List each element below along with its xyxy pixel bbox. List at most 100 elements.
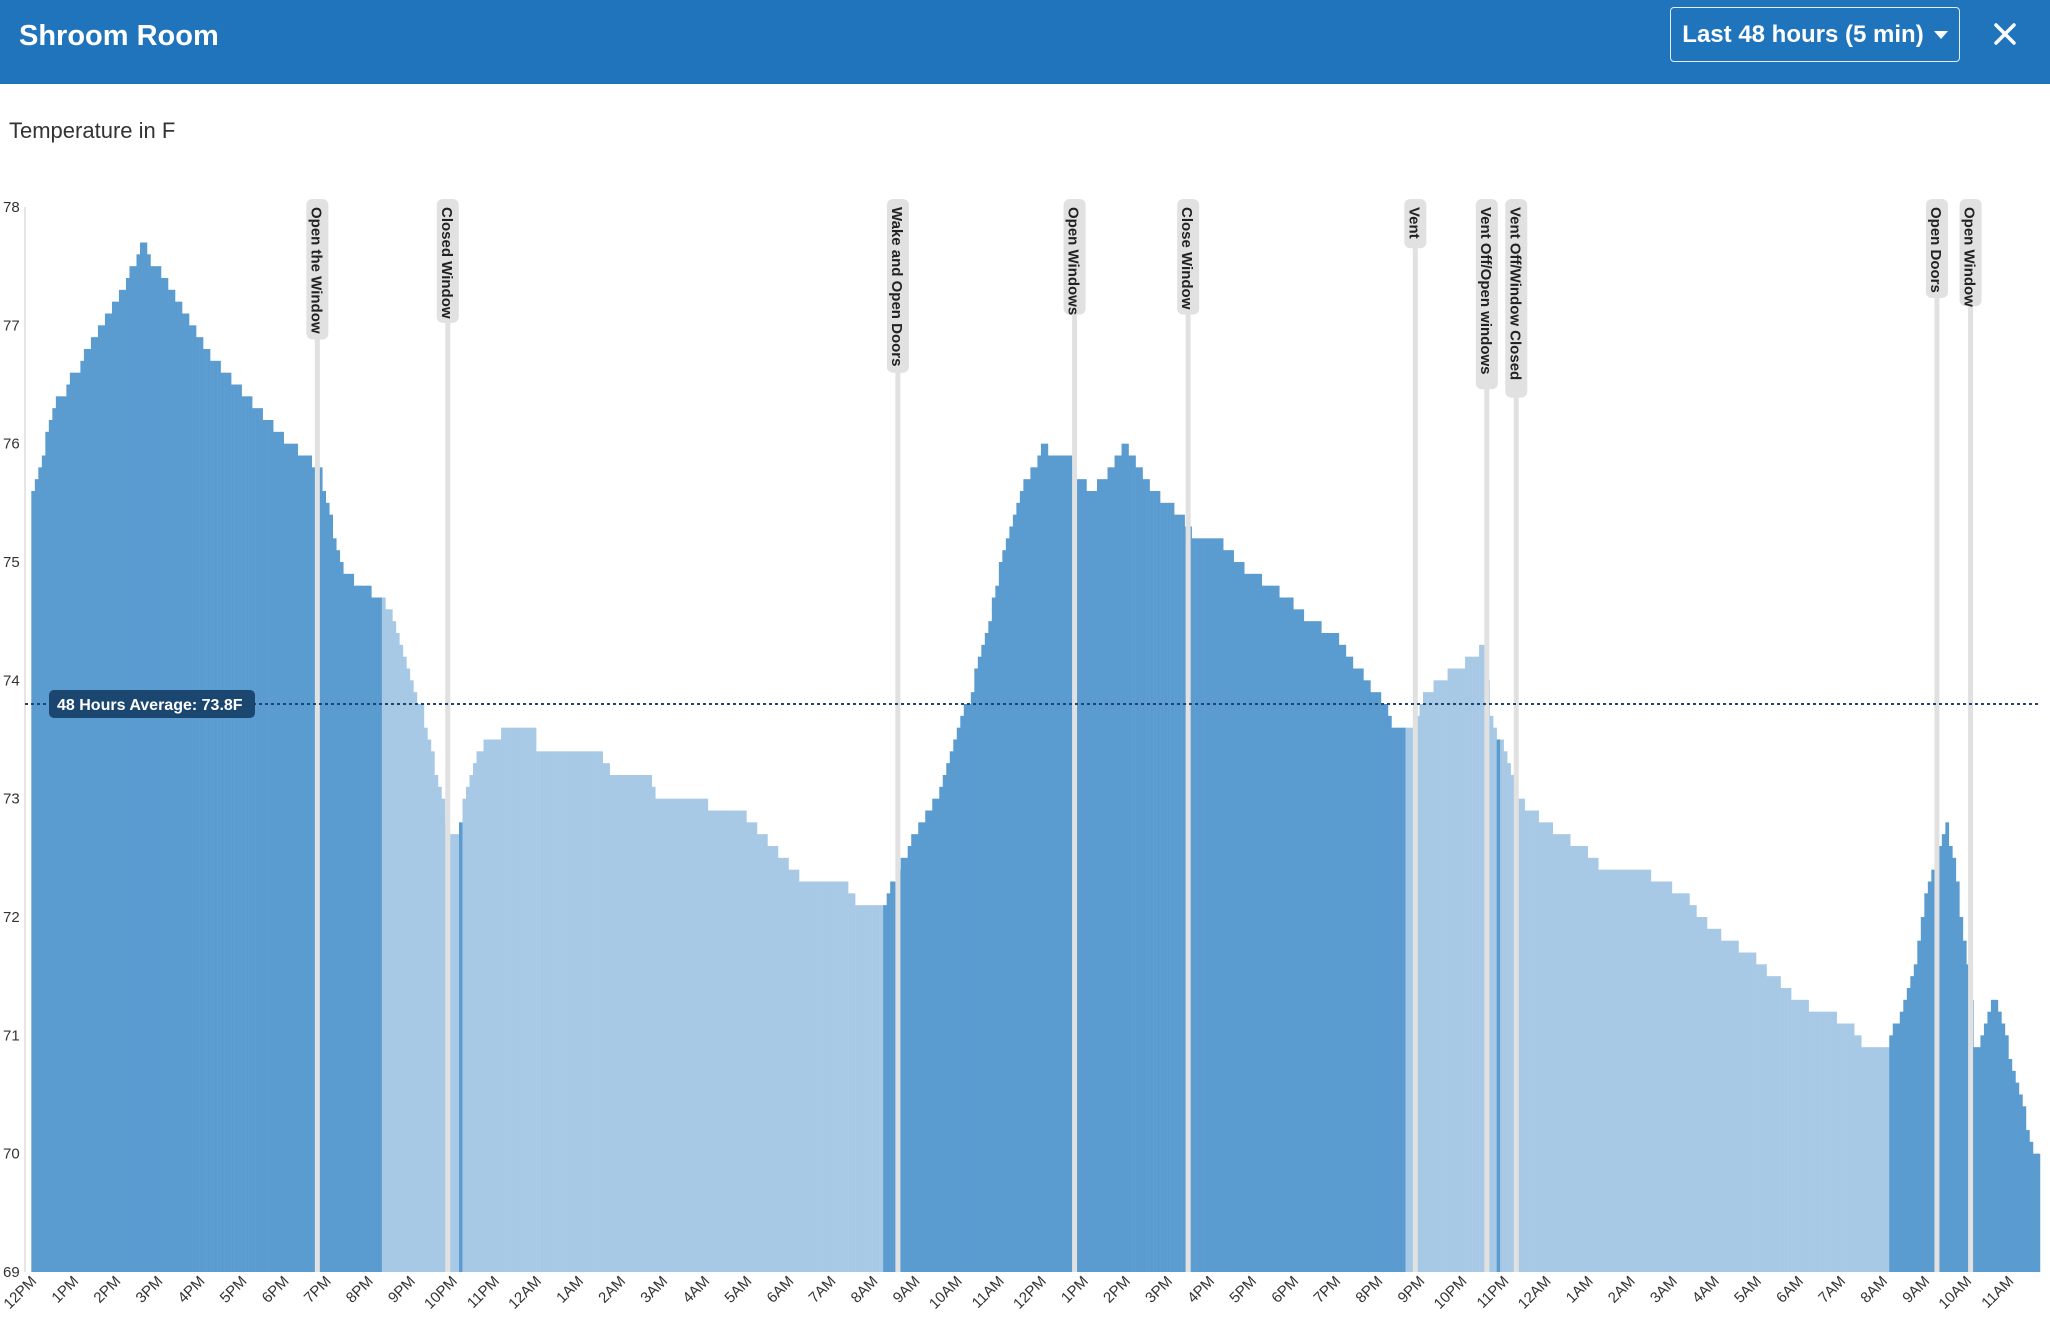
bar xyxy=(939,786,944,1272)
bar xyxy=(683,798,688,1272)
bar xyxy=(1647,869,1652,1272)
bar xyxy=(1959,917,1964,1272)
bar xyxy=(318,467,323,1273)
bar xyxy=(581,751,586,1272)
bar xyxy=(1868,1047,1872,1272)
x-tick-label: 7AM xyxy=(806,1273,840,1307)
time-range-dropdown[interactable]: Last 48 hours (5 min) xyxy=(1670,7,1960,62)
bar xyxy=(984,633,989,1272)
x-tick-label: 9PM xyxy=(385,1273,419,1307)
bar xyxy=(1093,491,1098,1272)
bar xyxy=(995,585,1000,1272)
bar xyxy=(1850,1023,1855,1272)
bar xyxy=(1906,988,1911,1272)
x-tick-label: 12AM xyxy=(1515,1273,1555,1313)
bar xyxy=(1552,834,1557,1272)
bar xyxy=(1104,479,1108,1272)
x-tick-label: 3AM xyxy=(637,1273,671,1307)
bar xyxy=(122,289,127,1273)
bar xyxy=(1682,893,1687,1272)
bar xyxy=(504,727,509,1272)
bar xyxy=(1724,940,1729,1272)
bar xyxy=(662,798,667,1272)
bar xyxy=(953,739,958,1272)
bar xyxy=(571,751,575,1272)
bar xyxy=(76,372,81,1272)
x-tick-label: 3PM xyxy=(133,1273,167,1307)
bar xyxy=(168,289,172,1273)
x-tick-label: 8AM xyxy=(848,1273,882,1307)
bar xyxy=(1952,857,1957,1272)
bar xyxy=(1296,609,1301,1272)
annotation-tag xyxy=(886,199,909,373)
bar xyxy=(1356,668,1361,1272)
bar xyxy=(487,739,491,1272)
bar xyxy=(1423,692,1427,1272)
bar xyxy=(1282,597,1287,1272)
bar xyxy=(1980,1035,1985,1272)
bar xyxy=(80,360,85,1273)
bar xyxy=(203,349,207,1272)
bar xyxy=(1678,893,1683,1272)
bar xyxy=(767,846,772,1272)
bar xyxy=(1465,656,1469,1272)
bar xyxy=(1791,999,1795,1272)
close-button[interactable] xyxy=(1985,14,2025,54)
bar xyxy=(2036,1153,2041,1272)
x-tick-label: 8PM xyxy=(1352,1273,1386,1307)
bar xyxy=(416,704,421,1272)
bar xyxy=(1223,550,1227,1272)
bar xyxy=(406,668,411,1272)
bar xyxy=(1440,680,1445,1272)
bar xyxy=(1107,467,1112,1273)
bar xyxy=(1717,928,1722,1272)
bar xyxy=(189,325,193,1273)
bar xyxy=(991,597,996,1272)
bar xyxy=(1559,834,1564,1272)
bar xyxy=(234,384,239,1272)
bar xyxy=(1272,585,1277,1272)
bar xyxy=(38,467,43,1273)
bar xyxy=(525,727,530,1272)
bar xyxy=(220,372,225,1272)
bar xyxy=(1685,893,1690,1272)
bar xyxy=(1836,1023,1841,1272)
bar xyxy=(1731,940,1736,1272)
bar xyxy=(686,798,691,1272)
bar xyxy=(711,810,716,1272)
bar xyxy=(392,621,397,1272)
bar xyxy=(199,337,204,1272)
bar xyxy=(848,893,852,1272)
bar xyxy=(753,822,758,1272)
bar xyxy=(1247,573,1252,1272)
bar xyxy=(732,810,737,1272)
bar xyxy=(1286,597,1291,1272)
bar xyxy=(1444,680,1448,1272)
bar xyxy=(1366,680,1371,1272)
bar xyxy=(963,704,968,1272)
bar xyxy=(613,775,617,1272)
bar xyxy=(1531,810,1536,1272)
bar xyxy=(788,869,793,1272)
bar xyxy=(238,384,242,1272)
bar xyxy=(192,325,197,1273)
bar xyxy=(1026,479,1031,1272)
bar xyxy=(1927,881,1932,1272)
bar xyxy=(1608,869,1613,1272)
bar xyxy=(1941,834,1946,1272)
time-range-label: Last 48 hours (5 min) xyxy=(1682,20,1924,48)
bar xyxy=(1075,479,1080,1272)
bar xyxy=(511,727,516,1272)
bar xyxy=(48,420,53,1272)
bar xyxy=(1822,1011,1827,1272)
bar xyxy=(1773,976,1778,1272)
bar xyxy=(795,869,800,1272)
bar xyxy=(560,751,565,1272)
bar xyxy=(522,727,526,1272)
bar xyxy=(1310,621,1315,1272)
bar xyxy=(1016,502,1021,1273)
bar xyxy=(1657,881,1662,1272)
bar xyxy=(1128,455,1133,1272)
x-tick-label: 2PM xyxy=(90,1273,124,1307)
bar xyxy=(974,668,979,1272)
